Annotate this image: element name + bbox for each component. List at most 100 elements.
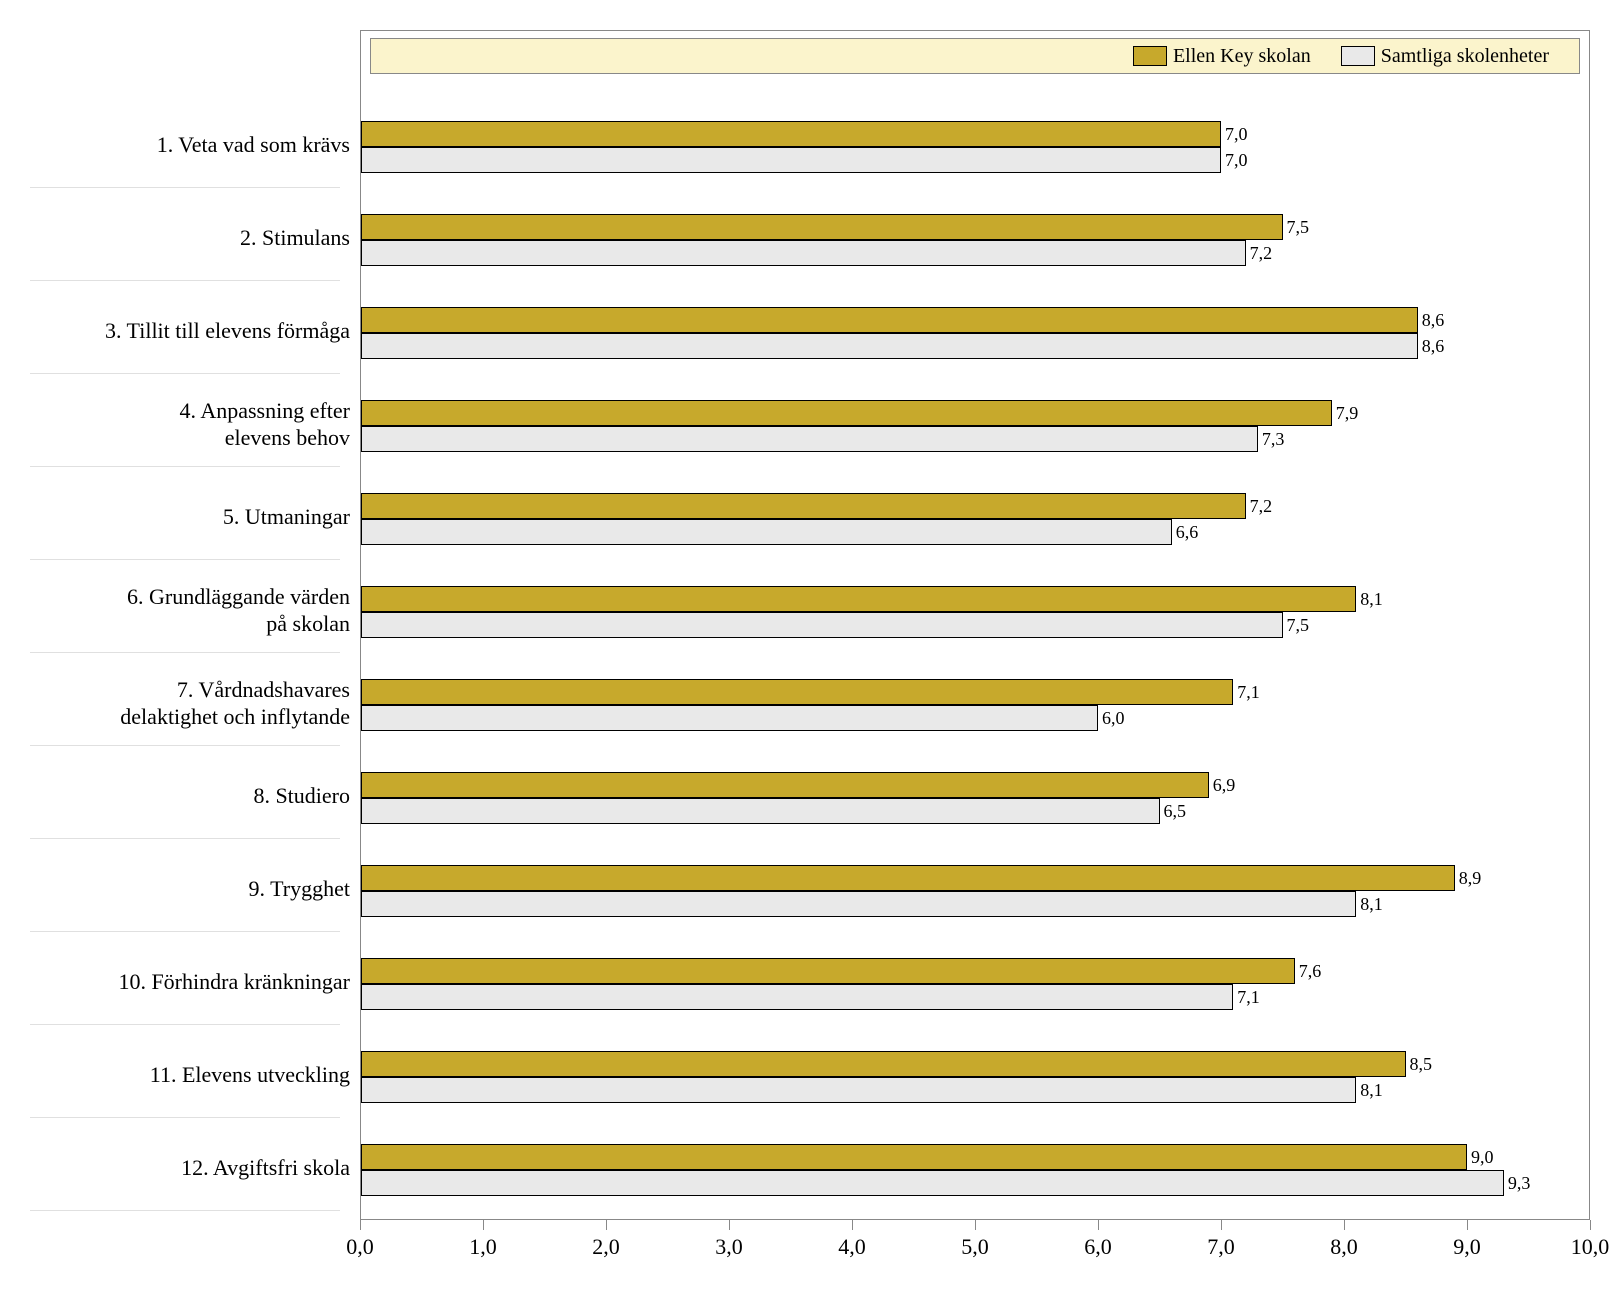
x-tick-label: 0,0 — [346, 1234, 374, 1260]
bar-value-label: 7,2 — [1250, 496, 1273, 517]
category-label: 4. Anpassning efter elevens behov — [30, 397, 350, 452]
bar — [361, 493, 1246, 519]
bar-value-label: 8,6 — [1422, 336, 1445, 357]
x-tick — [852, 1220, 853, 1230]
legend-label: Ellen Key skolan — [1173, 45, 1311, 68]
category-label: 2. Stimulans — [30, 224, 350, 252]
bar-value-label: 7,6 — [1299, 961, 1322, 982]
x-tick-label: 10,0 — [1571, 1234, 1610, 1260]
bar-value-label: 8,1 — [1360, 1080, 1383, 1101]
category-separator — [30, 652, 340, 653]
bar-value-label: 6,0 — [1102, 708, 1125, 729]
x-tick — [729, 1220, 730, 1230]
bar — [361, 798, 1160, 824]
bar-value-label: 7,3 — [1262, 429, 1285, 450]
x-tick — [1590, 1220, 1591, 1230]
x-tick-label: 7,0 — [1207, 1234, 1235, 1260]
bar-value-label: 7,0 — [1225, 124, 1248, 145]
x-tick-label: 9,0 — [1453, 1234, 1481, 1260]
bar — [361, 426, 1258, 452]
bar — [361, 705, 1098, 731]
category-separator — [30, 931, 340, 932]
bar — [361, 1144, 1467, 1170]
bar-value-label: 9,0 — [1471, 1147, 1494, 1168]
x-tick — [483, 1220, 484, 1230]
category-separator — [30, 838, 340, 839]
bar-value-label: 7,5 — [1287, 217, 1310, 238]
x-tick-label: 1,0 — [469, 1234, 497, 1260]
category-label: 6. Grundläggande värden på skolan — [30, 583, 350, 638]
bar-value-label: 7,5 — [1287, 615, 1310, 636]
legend-swatch — [1133, 46, 1167, 66]
bar — [361, 214, 1283, 240]
category-separator — [30, 1024, 340, 1025]
category-label: 5. Utmaningar — [30, 503, 350, 531]
category-separator — [30, 745, 340, 746]
bar — [361, 240, 1246, 266]
bar — [361, 865, 1455, 891]
bar-value-label: 6,6 — [1176, 522, 1199, 543]
category-label: 1. Veta vad som krävs — [30, 131, 350, 159]
x-tick-label: 4,0 — [838, 1234, 866, 1260]
category-label: 12. Avgiftsfri skola — [30, 1154, 350, 1182]
bar — [361, 772, 1209, 798]
grouped-bar-chart: Ellen Key skolan Samtliga skolenheter 1. V… — [20, 20, 1604, 1292]
bar-value-label: 7,2 — [1250, 243, 1273, 264]
x-tick — [1467, 1220, 1468, 1230]
category-separator — [30, 1117, 340, 1118]
x-tick — [1098, 1220, 1099, 1230]
legend-item: Samtliga skolenheter — [1341, 45, 1549, 68]
bar — [361, 1170, 1504, 1196]
x-tick — [1344, 1220, 1345, 1230]
bar-value-label: 8,5 — [1410, 1054, 1433, 1075]
bar-value-label: 6,5 — [1164, 801, 1187, 822]
x-tick — [975, 1220, 976, 1230]
bar-value-label: 8,6 — [1422, 310, 1445, 331]
x-tick-label: 3,0 — [715, 1234, 743, 1260]
category-label: 3. Tillit till elevens förmåga — [30, 317, 350, 345]
category-separator — [30, 187, 340, 188]
category-separator — [30, 373, 340, 374]
bar — [361, 891, 1356, 917]
category-label: 10. Förhindra kränkningar — [30, 968, 350, 996]
category-separator — [30, 466, 340, 467]
legend-label: Samtliga skolenheter — [1381, 45, 1549, 68]
bar-value-label: 8,1 — [1360, 589, 1383, 610]
x-tick — [360, 1220, 361, 1230]
bar — [361, 586, 1356, 612]
legend-swatch — [1341, 46, 1375, 66]
category-label: 7. Vårdnadshavares delaktighet och infly… — [30, 676, 350, 731]
legend: Ellen Key skolan Samtliga skolenheter — [370, 38, 1580, 74]
bar — [361, 333, 1418, 359]
bar-value-label: 7,1 — [1237, 682, 1260, 703]
category-separator — [30, 280, 340, 281]
bar — [361, 307, 1418, 333]
category-label: 11. Elevens utveckling — [30, 1061, 350, 1089]
bar — [361, 1051, 1406, 1077]
category-separator — [30, 559, 340, 560]
x-tick-label: 6,0 — [1084, 1234, 1112, 1260]
bar — [361, 519, 1172, 545]
bar — [361, 400, 1332, 426]
category-label: 9. Trygghet — [30, 875, 350, 903]
x-tick-label: 8,0 — [1330, 1234, 1358, 1260]
bar — [361, 1077, 1356, 1103]
bar-value-label: 7,1 — [1237, 987, 1260, 1008]
bar — [361, 612, 1283, 638]
x-tick-label: 5,0 — [961, 1234, 989, 1260]
bar — [361, 121, 1221, 147]
x-tick-label: 2,0 — [592, 1234, 620, 1260]
bar — [361, 147, 1221, 173]
bar-value-label: 8,9 — [1459, 868, 1482, 889]
x-tick — [1221, 1220, 1222, 1230]
category-separator — [30, 1210, 340, 1211]
bar-value-label: 7,0 — [1225, 150, 1248, 171]
category-label: 8. Studiero — [30, 782, 350, 810]
bar — [361, 679, 1233, 705]
bar — [361, 958, 1295, 984]
bar — [361, 984, 1233, 1010]
x-tick — [606, 1220, 607, 1230]
bar-value-label: 7,9 — [1336, 403, 1359, 424]
legend-item: Ellen Key skolan — [1133, 45, 1311, 68]
bar-value-label: 6,9 — [1213, 775, 1236, 796]
